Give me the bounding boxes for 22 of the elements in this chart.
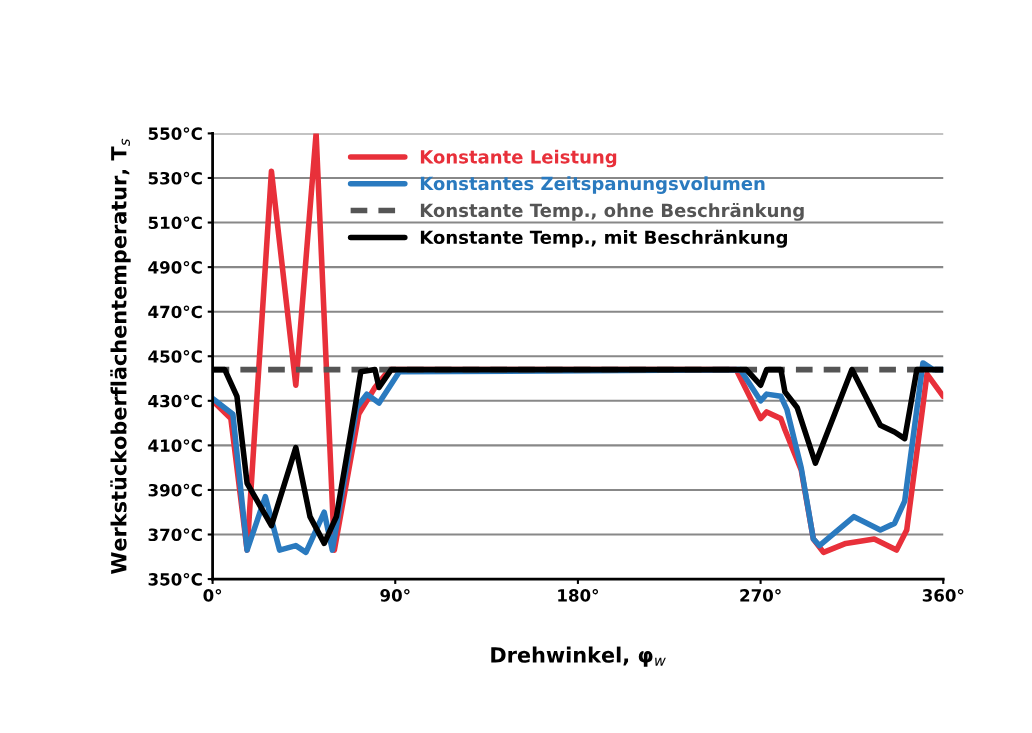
x-tick-label: 180° bbox=[558, 588, 599, 602]
y-tick-label: 470°C bbox=[148, 305, 202, 319]
y-tick-label: 370°C bbox=[148, 528, 202, 542]
x-tick-label: 0° bbox=[203, 588, 222, 602]
x-tick-label: 270° bbox=[740, 588, 781, 602]
y-tick-label: 530°C bbox=[148, 171, 202, 185]
legend-label: Konstante Temp., mit Beschränkung bbox=[420, 229, 787, 248]
y-axis-title: Werkstückoberflächentemperatur, T$_{s}$ bbox=[110, 138, 131, 574]
legend-label: Konstantes Zeitspanungsvolumen bbox=[420, 176, 765, 194]
y-tick-label: 390°C bbox=[148, 483, 202, 497]
y-tick-label: 490°C bbox=[148, 260, 202, 274]
legend-label: Konstante Leistung bbox=[420, 149, 617, 168]
x-tick-label: 360° bbox=[922, 588, 964, 602]
y-tick-label: 350°C bbox=[148, 572, 202, 586]
y-tick-label: 550°C bbox=[148, 127, 202, 140]
y-tick-label: 450°C bbox=[148, 350, 202, 363]
x-axis-title: Drehwinkel, φ$_{w}$ bbox=[491, 646, 666, 667]
y-tick-label: 430°C bbox=[148, 394, 202, 408]
x-tick-label: 90° bbox=[380, 588, 410, 602]
legend-label: Konstante Temp., ohne Beschränkung bbox=[420, 202, 804, 221]
y-tick-label: 410°C bbox=[148, 439, 202, 452]
y-tick-label: 510°C bbox=[148, 216, 202, 230]
